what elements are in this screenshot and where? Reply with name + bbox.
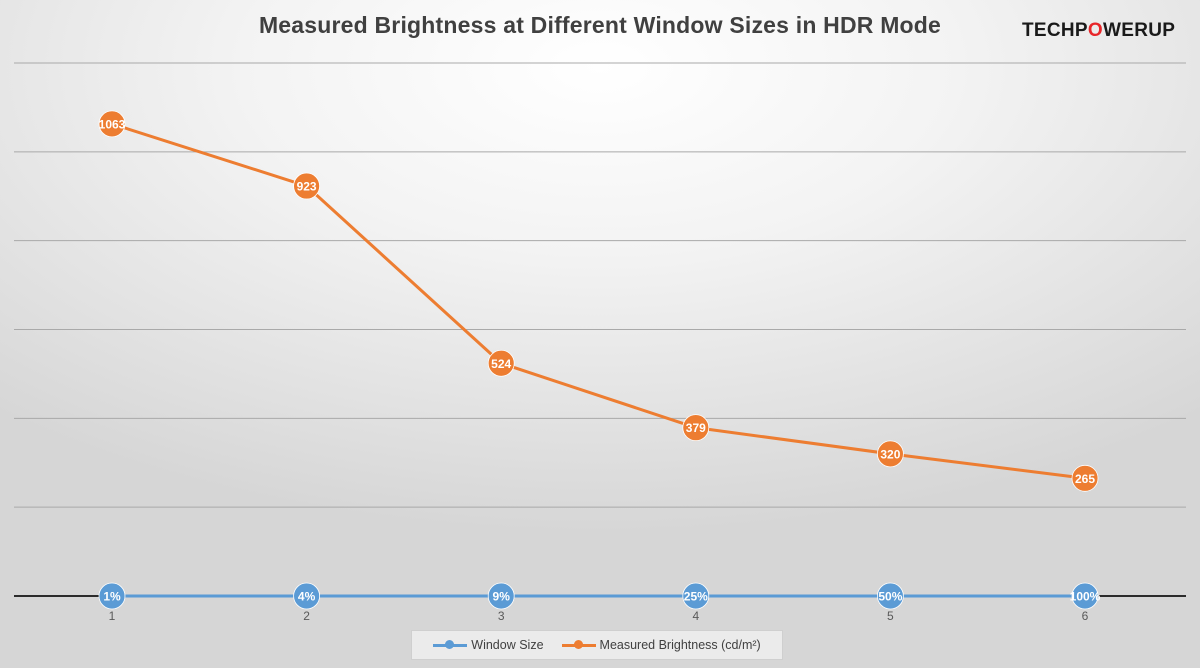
- chart-title: Measured Brightness at Different Window …: [258, 12, 942, 38]
- data-label-window-size: 4%: [298, 590, 316, 604]
- x-tick-label: 5: [887, 609, 894, 623]
- x-tick-label: 4: [692, 609, 699, 623]
- data-label-brightness: 265: [1075, 472, 1095, 486]
- data-point-window-size: [487, 582, 515, 610]
- data-point-brightness: [877, 440, 904, 468]
- legend-item-brightness[interactable]: Measured Brightness (cd/m²): [561, 638, 761, 652]
- techpowerup-logo: TECHPOWERUP: [1022, 20, 1175, 42]
- data-label-brightness: 320: [880, 447, 900, 461]
- data-point-brightness: [682, 414, 710, 442]
- series-layer: 1% 4% 9% 25% 50% 100% 1063 923 524 379 320 265: [98, 110, 1101, 610]
- data-label-window-size: 100%: [1070, 590, 1101, 604]
- data-point-window-size: [293, 582, 321, 610]
- x-tick-label: 6: [1082, 609, 1089, 623]
- x-tick-label: 1: [109, 609, 116, 623]
- data-point-brightness: [487, 349, 515, 377]
- data-label-brightness: 524: [491, 357, 511, 371]
- data-point-window-size: [98, 582, 126, 610]
- legend-label-window-size: Window Size: [471, 638, 544, 652]
- gridlines: [14, 62, 1186, 597]
- x-axis-ticks: 1 2 3 4 5 6: [109, 609, 1089, 623]
- x-tick-label: 3: [498, 609, 505, 623]
- legend-swatch-brightness: [561, 640, 596, 650]
- data-label-brightness: 923: [297, 180, 317, 194]
- data-label-window-size: 9%: [493, 590, 511, 604]
- legend-item-window-size[interactable]: Window Size: [433, 638, 544, 652]
- data-label-window-size: 50%: [878, 590, 902, 604]
- series-line-brightness: [111, 122, 1086, 480]
- data-label-window-size: 25%: [684, 590, 708, 604]
- series-markers: 1% 4% 9% 25% 50% 100% 1063 923 524 379 320 265: [98, 110, 1101, 610]
- data-point-brightness: [98, 110, 126, 138]
- data-point-brightness: [293, 172, 321, 200]
- legend: Window Size Measured Brightness (cd/m²): [411, 630, 783, 660]
- data-point-window-size: [877, 582, 904, 610]
- legend-label-brightness: Measured Brightness (cd/m²): [599, 638, 761, 652]
- x-tick-label: 2: [303, 609, 310, 623]
- data-point-window-size: [682, 582, 710, 610]
- logo-prefix: TECHP: [1022, 20, 1088, 41]
- data-label-window-size: 1%: [103, 590, 121, 604]
- data-point-window-size: [1071, 582, 1099, 610]
- series-lines: [111, 122, 1086, 598]
- logo-suffix: WERUP: [1103, 20, 1176, 41]
- logo-power: O: [1087, 20, 1103, 41]
- data-point-brightness: [1071, 464, 1099, 492]
- data-label-brightness: 1063: [99, 117, 126, 131]
- legend-swatch-window-size: [433, 640, 468, 650]
- data-label-brightness: 379: [686, 421, 706, 435]
